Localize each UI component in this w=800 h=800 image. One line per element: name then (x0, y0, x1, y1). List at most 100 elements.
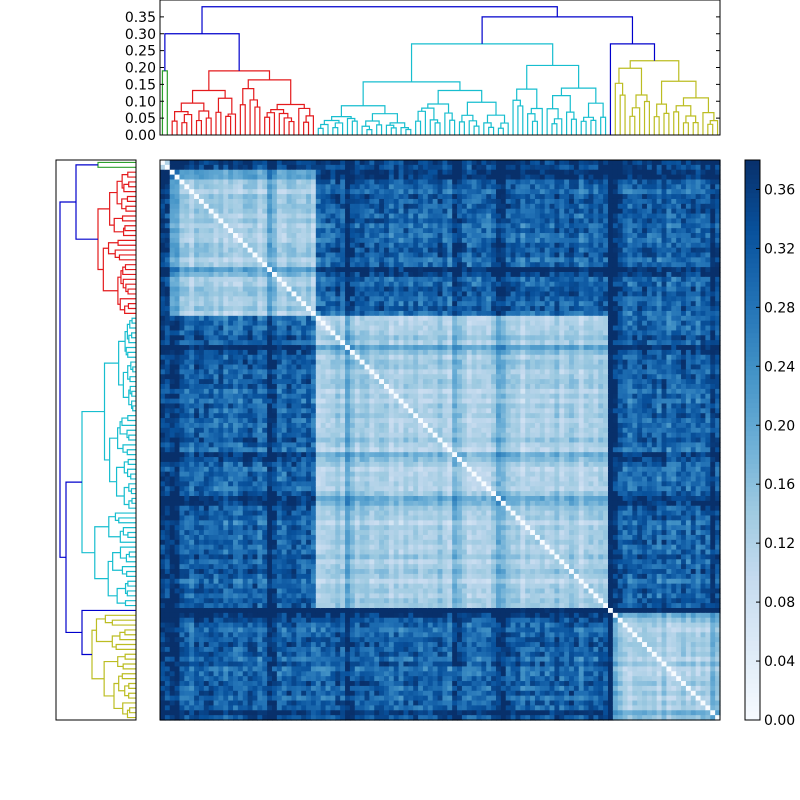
heatmap-cell (242, 481, 249, 487)
heatmap-cell (603, 267, 609, 273)
heatmap-cell (189, 427, 195, 434)
heatmap-cell (218, 340, 224, 346)
heatmap-cell (262, 564, 268, 570)
heatmap-cell (174, 676, 181, 682)
heatmap-cell (437, 189, 444, 195)
heatmap-cell (393, 276, 400, 283)
heatmap-cell (184, 160, 190, 166)
heatmap-cell (198, 671, 205, 677)
heatmap-cell (203, 491, 210, 497)
heatmap-cell (651, 223, 658, 229)
heatmap-cell (223, 276, 229, 283)
heatmap-cell (267, 608, 273, 614)
heatmap-cell (164, 252, 171, 258)
heatmap-cell (505, 257, 512, 263)
heatmap-cell (174, 505, 181, 512)
heatmap-cell (179, 612, 185, 619)
heatmap-cell (700, 272, 706, 278)
heatmap-cell (223, 476, 229, 482)
heatmap-cell (233, 530, 239, 536)
heatmap-cell (515, 257, 521, 263)
heatmap-cell (169, 228, 176, 234)
heatmap-cell (310, 160, 317, 166)
heatmap-cell (612, 228, 619, 234)
heatmap-cell (544, 164, 551, 171)
heatmap-cell (651, 189, 658, 195)
heatmap-cell (228, 164, 234, 171)
heatmap-cell (359, 237, 366, 244)
heatmap-cell (676, 252, 682, 258)
heatmap-cell (398, 242, 405, 249)
heatmap-cell (715, 203, 721, 210)
heatmap-cell (164, 461, 171, 468)
heatmap-cell (530, 198, 536, 205)
heatmap-cell (160, 169, 166, 176)
heatmap-cell (194, 432, 200, 439)
heatmap-cell (262, 257, 268, 263)
heatmap-cell (174, 325, 181, 332)
heatmap-cell (208, 569, 215, 575)
heatmap-cell (160, 466, 166, 473)
heatmap-cell (242, 500, 249, 507)
heatmap-cell (442, 194, 448, 200)
heatmap-cell (160, 213, 166, 220)
heatmap-cell (213, 549, 220, 556)
heatmap-cell (554, 208, 560, 215)
heatmap-cell (174, 520, 181, 526)
heatmap-cell (272, 306, 278, 312)
heatmap-cell (437, 272, 444, 278)
heatmap-cell (461, 267, 468, 273)
heatmap-cell (208, 310, 215, 317)
heatmap-cell (184, 491, 190, 497)
heatmap-cell (685, 223, 692, 229)
heatmap-cell (345, 213, 351, 220)
heatmap-cell (481, 213, 487, 220)
heatmap-cell (588, 203, 594, 210)
heatmap-cell (169, 418, 176, 424)
heatmap-cell (335, 276, 341, 283)
heatmap-cell (427, 267, 434, 273)
heatmap-cell (310, 228, 317, 234)
heatmap-cell (208, 301, 215, 307)
heatmap-cell (272, 169, 278, 176)
heatmap-cell (612, 160, 619, 166)
heatmap-cell (646, 198, 653, 205)
heatmap-cell (622, 272, 629, 278)
heatmap-cell (237, 174, 244, 181)
heatmap-cell (247, 384, 254, 390)
heatmap-cell (690, 228, 697, 234)
heatmap-cell (530, 208, 536, 215)
heatmap-cell (194, 218, 200, 224)
heatmap-cell (223, 330, 229, 336)
heatmap-cell (554, 174, 560, 181)
heatmap-cell (520, 194, 526, 200)
heatmap-cell (160, 685, 166, 692)
heatmap-cell (208, 486, 215, 492)
heatmap-cell (651, 164, 658, 171)
heatmap-cell (262, 427, 268, 434)
heatmap-cell (588, 272, 594, 278)
heatmap-cell (291, 198, 297, 205)
heatmap-cell (213, 564, 220, 570)
heatmap-cell (164, 374, 171, 380)
heatmap-cell (164, 164, 171, 171)
heatmap-cell (160, 632, 166, 638)
heatmap-cell (564, 267, 570, 273)
heatmap-cell (213, 164, 220, 171)
heatmap-cell (218, 632, 224, 638)
heatmap-cell (194, 262, 200, 268)
heatmap-cell (160, 267, 166, 273)
heatmap-cell (627, 208, 633, 215)
heatmap-cell (481, 223, 487, 229)
heatmap-cell (354, 223, 361, 229)
heatmap-cell (422, 198, 429, 205)
heatmap-cell (525, 164, 531, 171)
heatmap-cell (218, 291, 224, 297)
heatmap-cell (189, 354, 195, 361)
heatmap-cell (466, 218, 473, 224)
heatmap-cell (218, 695, 224, 702)
heatmap-cell (281, 179, 288, 185)
heatmap-cell (223, 194, 229, 200)
heatmap-cell (276, 364, 283, 370)
heatmap-cell (233, 471, 239, 478)
